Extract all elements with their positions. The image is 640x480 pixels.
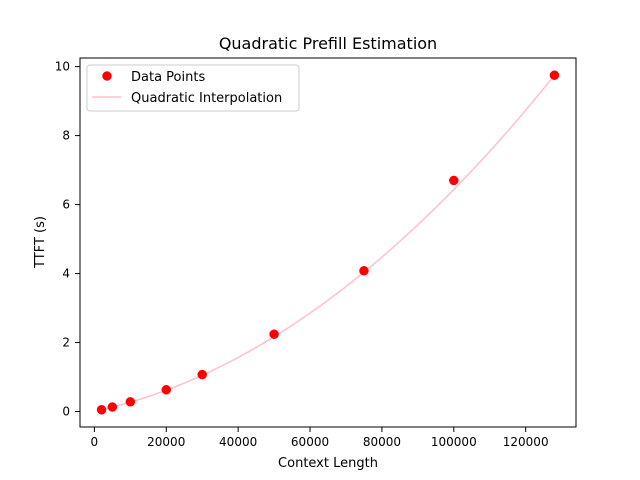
legend-box [86, 64, 300, 112]
legend-marker-data-points [102, 71, 112, 81]
x-tick-label: 0 [91, 435, 99, 449]
x-tick-label: 100000 [431, 435, 477, 449]
x-tick-label: 60000 [291, 435, 329, 449]
series-line-quadratic-interpolation [101, 74, 556, 411]
y-axis-label: TTFT (s) [33, 216, 48, 269]
plot-layer [80, 58, 576, 427]
x-tick-label: 20000 [147, 435, 185, 449]
data-point [96, 405, 107, 415]
plot-frame [79, 57, 577, 428]
y-tick-label: 2 [62, 336, 70, 350]
x-tick-label: 40000 [219, 435, 257, 449]
y-tick-label: 6 [62, 198, 70, 212]
y-tick-label: 10 [55, 60, 70, 74]
legend-label-quadratic-interpolation: Quadratic Interpolation [131, 91, 282, 106]
data-point [449, 175, 459, 186]
plot-area [80, 58, 576, 427]
y-tick-label: 4 [62, 267, 70, 281]
data-point [161, 385, 172, 395]
x-tick-label: 80000 [363, 435, 401, 449]
axes-layer: 0 20000 40000 60000 80000 100000 120000 0 2 4 6 8 10 [55, 57, 577, 449]
chart-title: Quadratic Prefill Estimation [219, 34, 437, 53]
x-tick-label: 120000 [503, 435, 549, 449]
data-point [125, 397, 136, 407]
y-tick-label: 8 [62, 129, 70, 143]
y-tick-label: 0 [62, 404, 70, 418]
legend-layer: Data Points Quadratic Interpolation [86, 64, 300, 112]
data-point [197, 369, 207, 380]
legend-label-data-points: Data Points [131, 70, 205, 85]
data-point [107, 402, 118, 412]
data-point [549, 70, 560, 80]
data-point [269, 329, 279, 339]
data-point [359, 266, 369, 276]
x-axis-label: Context Length [278, 456, 378, 471]
